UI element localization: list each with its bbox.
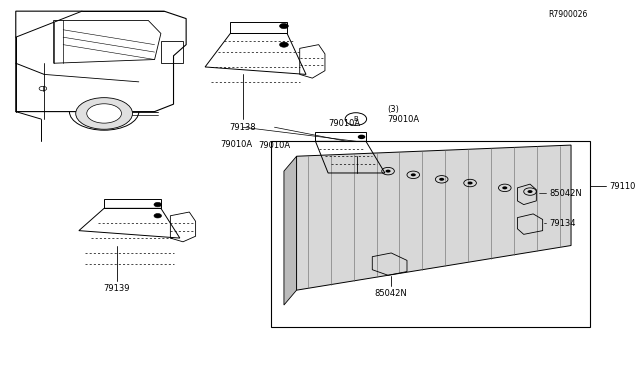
Circle shape — [468, 182, 472, 185]
Text: (3): (3) — [387, 105, 399, 114]
Text: 79010A: 79010A — [259, 141, 291, 150]
Circle shape — [411, 173, 416, 176]
Text: R7900026: R7900026 — [548, 10, 588, 19]
Circle shape — [527, 190, 532, 193]
Circle shape — [154, 202, 161, 207]
Text: 85042N: 85042N — [549, 189, 582, 198]
Ellipse shape — [87, 104, 122, 123]
Polygon shape — [296, 145, 571, 290]
Text: 79134: 79134 — [549, 219, 575, 228]
Circle shape — [280, 23, 289, 29]
Polygon shape — [284, 156, 296, 305]
Text: B: B — [353, 116, 358, 122]
Circle shape — [439, 178, 444, 181]
Text: 79138: 79138 — [230, 123, 256, 132]
Circle shape — [358, 135, 365, 139]
Circle shape — [280, 42, 289, 47]
Text: 79110: 79110 — [609, 182, 636, 190]
Text: 79010A: 79010A — [387, 115, 420, 124]
Text: 79010A: 79010A — [221, 140, 253, 149]
Circle shape — [385, 170, 390, 173]
Text: 79139: 79139 — [104, 284, 130, 293]
Text: 85042N: 85042N — [375, 289, 408, 298]
Bar — [161, 41, 183, 63]
Ellipse shape — [76, 98, 132, 129]
Circle shape — [154, 214, 161, 218]
Bar — [271, 141, 590, 327]
Circle shape — [502, 186, 508, 189]
Text: 79010A: 79010A — [328, 119, 360, 128]
